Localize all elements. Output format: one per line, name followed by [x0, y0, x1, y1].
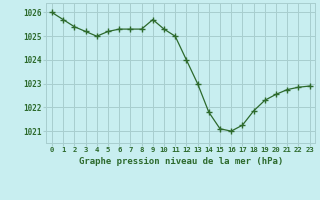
X-axis label: Graphe pression niveau de la mer (hPa): Graphe pression niveau de la mer (hPa)	[79, 157, 283, 166]
